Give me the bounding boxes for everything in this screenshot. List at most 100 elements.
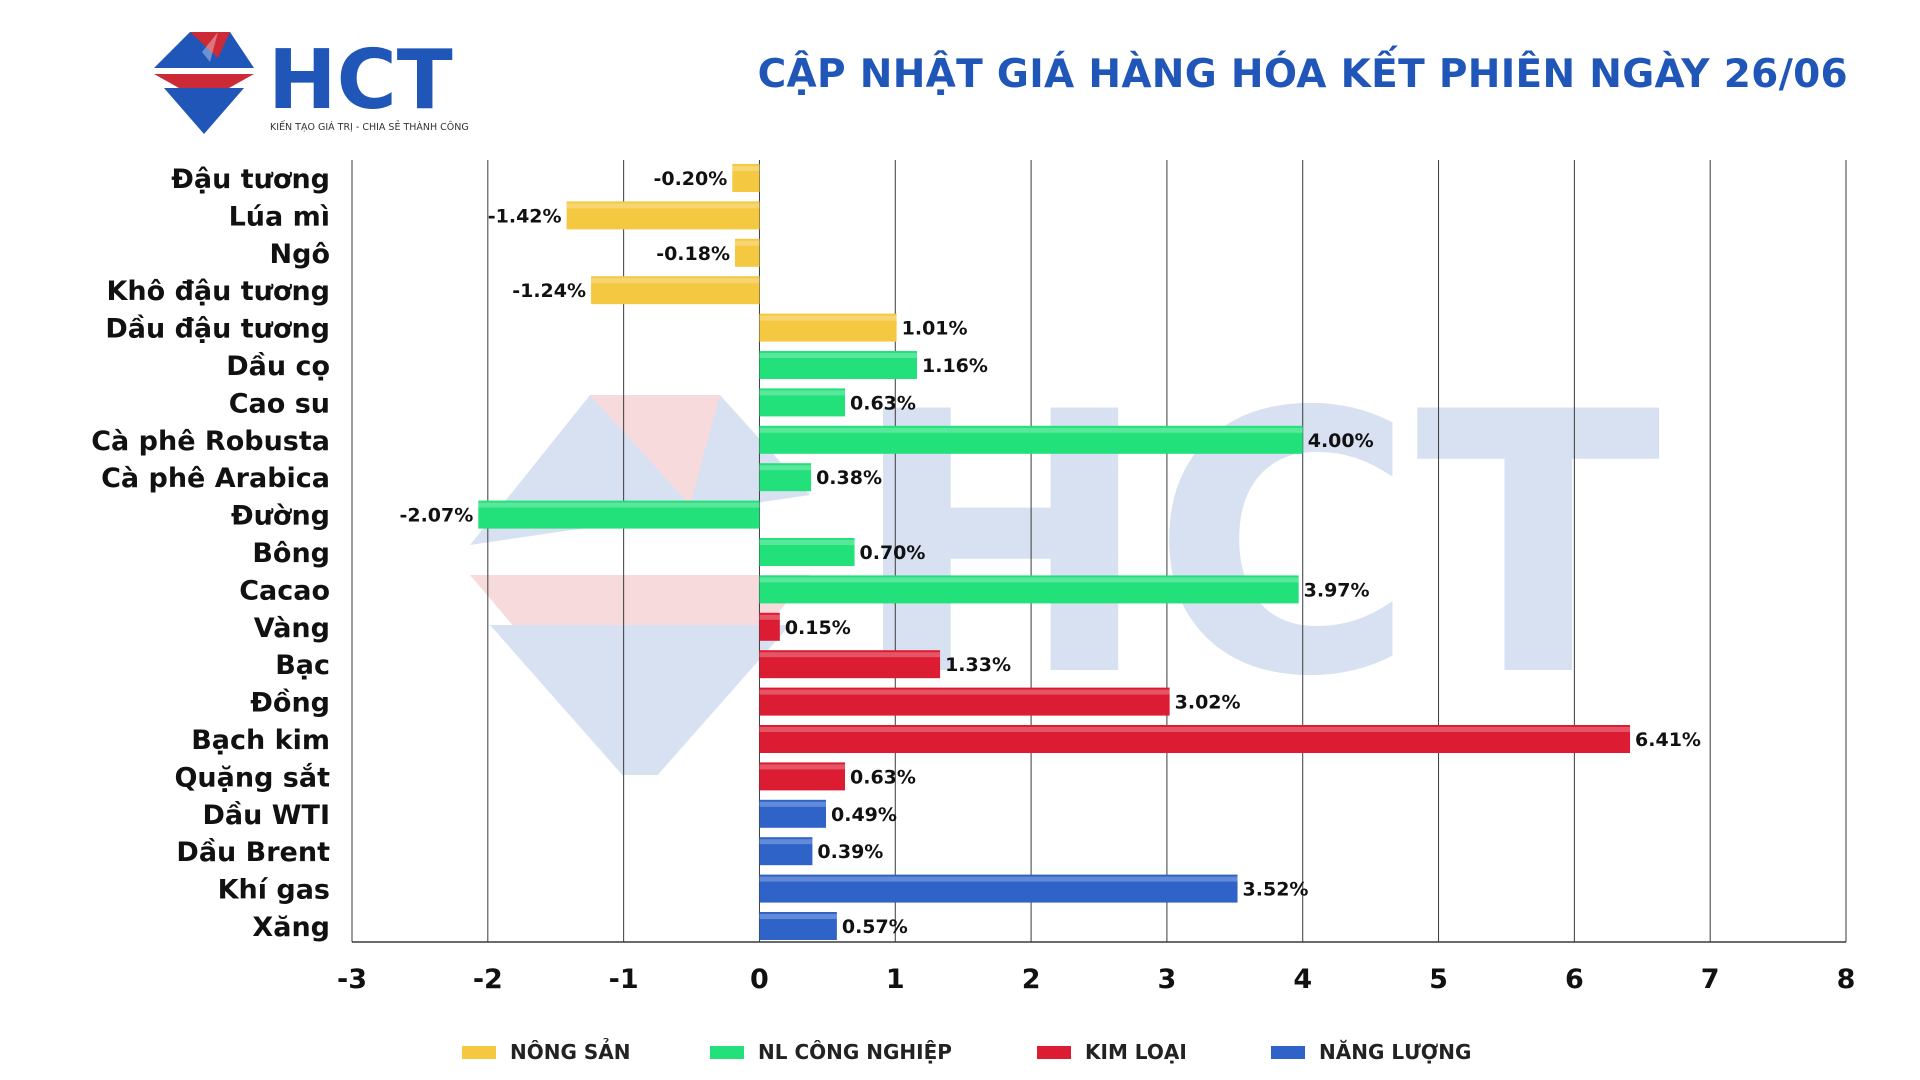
category-label: Đậu tương <box>171 164 330 195</box>
bar-highlight <box>759 353 918 358</box>
value-label: -0.20% <box>653 168 727 190</box>
x-tick-label: -1 <box>609 964 639 995</box>
bar <box>759 725 1631 753</box>
bar-highlight <box>759 689 1170 695</box>
value-label: 0.57% <box>842 916 908 938</box>
logo-diamond-icon <box>154 32 254 134</box>
bar <box>759 799 827 828</box>
category-label: Xăng <box>252 912 330 943</box>
legend-swatch <box>1037 1045 1071 1059</box>
bar <box>759 874 1238 903</box>
chart-labels: -3 -2 -1 0 1 2 3 4 5 6 7 8 Đậu tương -0.20% Lúa mì -1.4… <box>91 164 1855 995</box>
bar <box>759 351 918 379</box>
bar-highlight <box>759 315 897 321</box>
bar <box>759 575 1299 604</box>
value-label: 3.97% <box>1304 579 1370 601</box>
value-label: 3.02% <box>1175 692 1241 714</box>
value-label: -0.18% <box>656 243 730 265</box>
category-label: Dầu Brent <box>176 837 330 868</box>
bar-highlight <box>759 914 837 919</box>
value-label: -2.07% <box>399 505 473 527</box>
bar-highlight <box>759 540 855 545</box>
value-label: 4.00% <box>1308 430 1374 452</box>
category-label: Đường <box>231 501 330 532</box>
category-label: Bông <box>252 538 330 569</box>
category-label: Quặng sắt <box>174 762 330 793</box>
value-label: 0.38% <box>816 467 882 489</box>
value-label: 0.49% <box>831 804 897 826</box>
logo-text: HCT <box>268 33 453 128</box>
bar <box>759 425 1303 454</box>
bar-highlight <box>759 839 813 845</box>
category-label: Đồng <box>250 688 330 719</box>
bar-highlight <box>759 614 780 620</box>
value-label: 0.63% <box>850 766 916 788</box>
bar <box>759 650 941 679</box>
category-label: Dầu cọ <box>226 351 330 382</box>
value-label: 0.15% <box>785 617 851 639</box>
bar-highlight <box>759 801 827 807</box>
category-label: Cà phê Arabica <box>101 463 330 494</box>
bar-highlight <box>759 427 1303 433</box>
category-label: Lúa mì <box>229 201 330 232</box>
legend-item: KIM LOẠI <box>1037 1040 1187 1064</box>
legend-item: NL CÔNG NGHIỆP <box>710 1040 952 1064</box>
x-tick-label: 6 <box>1565 964 1584 995</box>
value-label: 0.39% <box>817 841 883 863</box>
x-tick-label: 2 <box>1022 964 1041 995</box>
x-tick-label: 0 <box>750 964 769 995</box>
x-tick-label: 3 <box>1158 964 1177 995</box>
legend-label: NL CÔNG NGHIỆP <box>758 1040 952 1064</box>
x-tick-label: 8 <box>1837 964 1856 995</box>
legend-swatch <box>710 1045 744 1059</box>
bar-highlight <box>478 502 760 508</box>
category-label: Vàng <box>254 613 330 644</box>
bar-highlight <box>566 203 760 209</box>
chart-bars <box>478 164 1631 940</box>
bar-highlight <box>759 465 812 471</box>
chart-grid <box>351 160 1847 943</box>
category-label: Cao su <box>229 388 330 419</box>
hct-logo: HCT KIẾN TẠO GIÁ TRỊ - CHIA SẺ THÀNH CÔN… <box>154 32 469 134</box>
legend-label: KIM LOẠI <box>1085 1040 1187 1064</box>
bar-highlight <box>759 764 846 770</box>
bar <box>759 538 855 566</box>
bar <box>735 238 760 267</box>
bar <box>759 762 846 791</box>
category-label: Khô đậu tương <box>107 276 331 307</box>
value-label: 1.16% <box>922 355 988 377</box>
logo-tagline: KIẾN TẠO GIÁ TRỊ - CHIA SẺ THÀNH CÔNG <box>270 121 469 133</box>
bar <box>478 500 760 529</box>
value-label: -1.24% <box>512 280 586 302</box>
value-label: 0.70% <box>860 542 926 564</box>
category-label: Ngô <box>270 239 330 270</box>
page-title: CẬP NHẬT GIÁ HÀNG HÓA KẾT PHIÊN NGÀY 26/… <box>757 52 1848 97</box>
bar-highlight <box>735 240 760 246</box>
bar <box>759 912 837 940</box>
category-label: Cacao <box>239 575 330 606</box>
x-tick-label: 5 <box>1429 964 1448 995</box>
category-label: Bạch kim <box>191 725 330 756</box>
bar-highlight <box>591 278 760 284</box>
bar <box>732 164 760 192</box>
category-label: Khí gas <box>218 875 330 906</box>
bar <box>591 276 760 305</box>
category-label: Dầu đậu tương <box>105 314 330 345</box>
legend-swatch <box>1271 1045 1305 1059</box>
value-label: 1.01% <box>902 318 968 340</box>
bar-highlight <box>759 652 941 658</box>
legend-label: NÔNG SẢN <box>510 1040 631 1064</box>
x-tick-label: -3 <box>337 964 367 995</box>
bar-highlight <box>759 577 1299 583</box>
bar <box>759 313 897 342</box>
bar-highlight <box>759 876 1238 882</box>
value-label: 1.33% <box>945 654 1011 676</box>
bar <box>759 463 812 492</box>
value-label: -1.42% <box>488 205 562 227</box>
category-label: Cà phê Robusta <box>91 426 330 457</box>
legend-label: NĂNG LƯỢNG <box>1319 1040 1472 1064</box>
bar <box>759 837 813 866</box>
bar <box>759 612 780 641</box>
bar-highlight <box>759 390 846 396</box>
